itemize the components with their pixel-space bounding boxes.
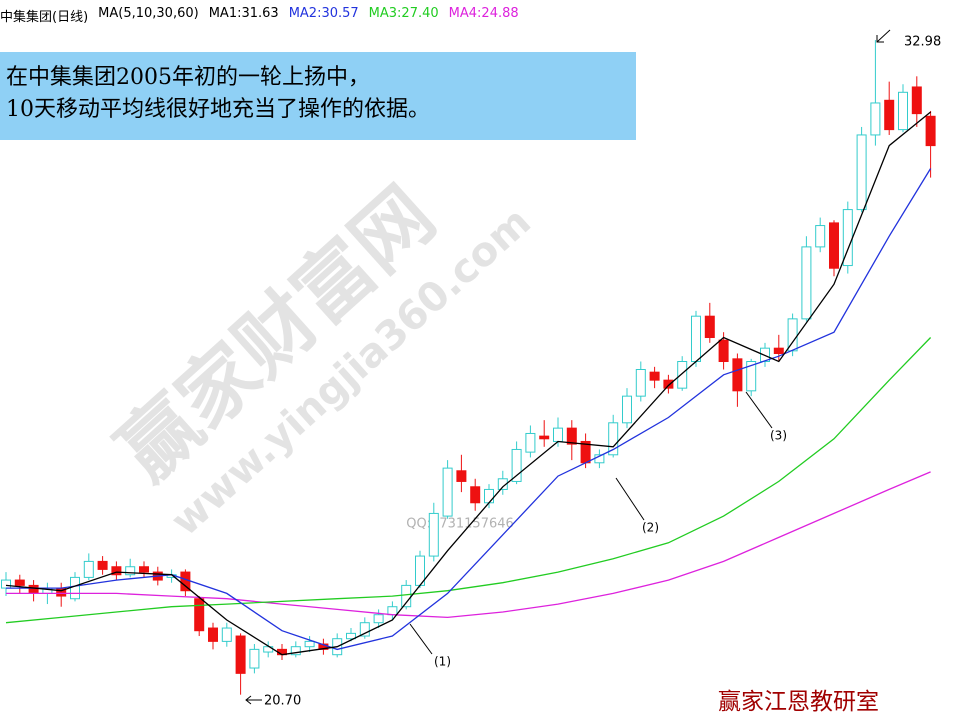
candle-body: [290, 646, 301, 656]
candle-body: [525, 432, 536, 453]
candle-body: [83, 560, 94, 578]
candle-body: [691, 315, 701, 363]
high-label: 32.98: [904, 35, 941, 50]
leader-line: [615, 477, 645, 521]
legend-entry: MA1:31.63: [208, 6, 279, 21]
candle-body: [649, 371, 660, 381]
info-box: 在中集集团2005年初的一轮上扬中， 10天移动平均线很好地充当了操作的依据。: [0, 52, 636, 140]
candle-body: [249, 648, 260, 669]
annotation: (1): [434, 655, 451, 669]
legend-entry: MA3:27.40: [368, 6, 439, 21]
leader-line: [745, 391, 773, 429]
candle-body: [456, 470, 467, 482]
candle-body: [304, 640, 315, 648]
candle-body: [635, 369, 646, 397]
candle-body: [97, 560, 108, 570]
candle-body: [14, 579, 25, 586]
candle-body: [856, 134, 867, 211]
ma-line: [5, 337, 932, 624]
candle-body: [884, 99, 895, 131]
candle-body: [235, 635, 246, 674]
candle-body: [139, 566, 149, 573]
candle-body: [387, 606, 398, 616]
candle-body: [925, 115, 936, 147]
candle-body: [111, 566, 122, 576]
candle-body: [221, 627, 232, 642]
candle-body: [815, 225, 826, 248]
low-label: 20.70: [264, 694, 301, 709]
ma-line: [6, 471, 931, 619]
candle-body: [194, 598, 205, 632]
candle-body: [898, 91, 908, 131]
arrow-head: [876, 35, 884, 43]
candle-body: [1, 579, 11, 589]
candle-body: [801, 246, 812, 320]
candle-body: [346, 632, 356, 640]
candle-body: [911, 86, 922, 115]
candle-body: [442, 467, 453, 517]
legend-entry: MA4:24.88: [448, 6, 519, 21]
candle-body: [663, 379, 674, 389]
candle-body: [704, 315, 715, 339]
annotation: (2): [642, 521, 659, 535]
arrow: [876, 29, 891, 43]
candle-body: [870, 102, 881, 136]
ma-line: [6, 168, 932, 651]
stock-title: 中集集团(日线): [0, 10, 89, 25]
candle-body: [746, 361, 757, 392]
indicator-name: MA(5,10,30,60): [98, 6, 199, 21]
candle-body: [553, 427, 563, 442]
candle-body: [732, 358, 743, 392]
ma-line: [5, 111, 932, 656]
candle-body: [829, 222, 839, 269]
info-line: 在中集集团2005年初的一轮上扬中，: [6, 65, 370, 90]
legend-entry: MA2:30.57: [288, 6, 359, 21]
annotation: (3): [770, 429, 787, 443]
candle-body: [677, 361, 688, 389]
arrow-head: [245, 695, 252, 705]
candle-body: [539, 435, 550, 440]
candle-body: [773, 347, 784, 355]
candle-body: [497, 478, 508, 490]
candle-body: [622, 395, 632, 424]
candle-body: [608, 422, 619, 456]
candle-body: [70, 576, 80, 600]
candle-body: [566, 427, 577, 445]
annotation-arrows: [245, 29, 891, 705]
candle-body: [28, 584, 39, 594]
candle-body: [373, 614, 384, 624]
info-line: 10天移动平均线很好地充当了操作的依据。: [6, 97, 430, 122]
candle-body: [208, 627, 218, 642]
candle-body: [125, 566, 136, 576]
candle-body: [428, 512, 439, 557]
candle-body: [718, 339, 729, 363]
leader-line: [409, 623, 433, 655]
candle-body: [359, 622, 370, 637]
header: 中集集团(日线) MA(5,10,30,60) MA1:31.63 MA2:30.…: [0, 6, 519, 26]
candle-body: [484, 488, 494, 504]
candle-body: [511, 448, 522, 482]
candle-body: [470, 486, 481, 504]
footer: 赢家江恩教研室: [718, 689, 879, 715]
watermark-text: QQ:1731157646: [406, 517, 514, 532]
